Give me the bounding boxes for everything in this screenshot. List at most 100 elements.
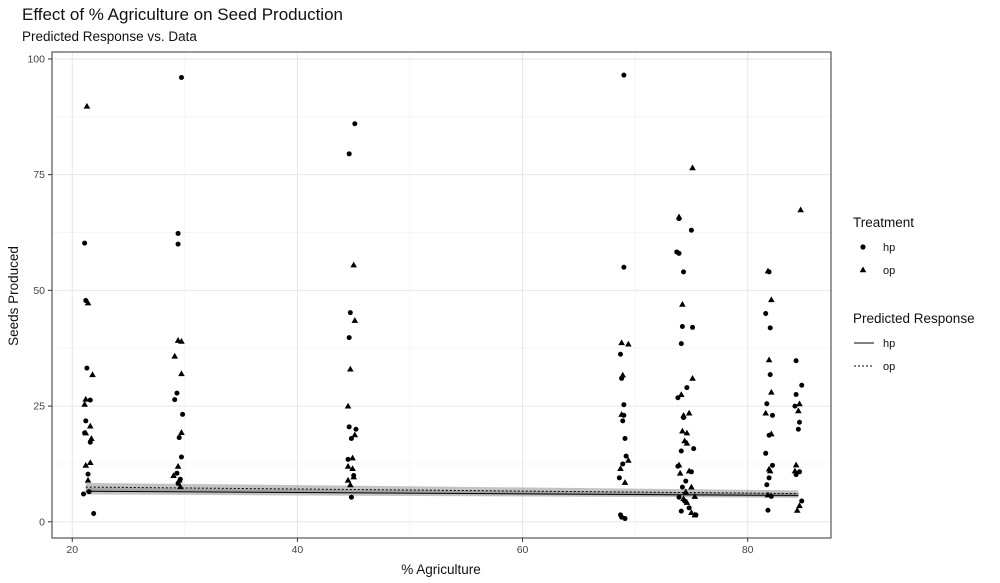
data-point-op bbox=[347, 481, 354, 488]
axes: 20 40 60 80 0 25 50 75 100 bbox=[27, 51, 832, 556]
data-point-op bbox=[350, 261, 357, 268]
data-point-hp bbox=[91, 510, 97, 516]
data-point-hp bbox=[676, 250, 682, 256]
data-point-hp bbox=[796, 419, 802, 425]
data-point-op bbox=[688, 483, 695, 490]
data-point-hp bbox=[684, 385, 690, 391]
x-tick-label: 80 bbox=[742, 544, 754, 556]
data-point-op bbox=[349, 465, 356, 472]
data-point-op bbox=[683, 499, 691, 505]
data-point-hp bbox=[683, 478, 689, 484]
data-point-hp bbox=[620, 461, 626, 467]
data-point-hp bbox=[764, 482, 770, 488]
data-point-hp bbox=[690, 324, 696, 330]
data-point-op bbox=[691, 493, 699, 499]
data-point-op bbox=[679, 300, 686, 307]
y-tick-label: 0 bbox=[39, 516, 45, 528]
data-point-hp bbox=[175, 230, 181, 236]
data-point-hp bbox=[616, 475, 622, 481]
legend-key-hp-circle bbox=[860, 244, 866, 250]
data-point-hp bbox=[81, 491, 87, 497]
data-point-op bbox=[792, 461, 800, 468]
panel-background bbox=[52, 52, 831, 538]
data-point-hp bbox=[86, 489, 92, 495]
data-point-hp bbox=[767, 372, 773, 378]
data-point-hp bbox=[83, 418, 89, 424]
data-point-hp bbox=[767, 325, 773, 331]
data-point-op bbox=[81, 400, 88, 407]
data-point-hp bbox=[799, 382, 805, 388]
data-point-hp bbox=[768, 493, 774, 499]
data-point-op bbox=[82, 395, 90, 402]
legend-key-op-triangle bbox=[859, 266, 867, 273]
chart-subtitle: Predicted Response vs. Data bbox=[22, 29, 197, 44]
data-point-op bbox=[685, 467, 693, 474]
data-point-hp bbox=[617, 351, 623, 357]
data-point-op bbox=[675, 213, 683, 220]
data-point-op bbox=[344, 476, 352, 483]
data-point-hp bbox=[623, 453, 629, 459]
data-point-op bbox=[617, 465, 624, 472]
data-point-op bbox=[618, 411, 625, 417]
data-point-op bbox=[680, 495, 687, 502]
data-point-op bbox=[766, 467, 774, 474]
data-point-op bbox=[676, 469, 684, 476]
data-point-hp bbox=[792, 403, 798, 409]
data-point-op bbox=[619, 371, 627, 378]
data-point-hp bbox=[174, 470, 180, 476]
predicted-line-hp bbox=[85, 490, 799, 496]
data-point-op bbox=[84, 476, 92, 483]
data-point-hp bbox=[679, 484, 685, 490]
data-point-hp bbox=[621, 264, 627, 270]
data-point-op bbox=[88, 435, 95, 441]
data-point-hp bbox=[345, 456, 351, 462]
y-tick-label: 75 bbox=[33, 169, 45, 181]
data-point-op bbox=[689, 164, 696, 171]
data-point-hp bbox=[175, 241, 181, 247]
data-point-hp bbox=[176, 435, 182, 441]
data-point-hp bbox=[347, 310, 353, 316]
data-point-op bbox=[796, 400, 803, 407]
data-point-op bbox=[795, 407, 802, 414]
data-point-op bbox=[178, 370, 185, 377]
data-point-hp bbox=[178, 454, 184, 460]
data-point-op bbox=[177, 483, 184, 490]
legend-label-hp: hp bbox=[883, 242, 895, 254]
data-point-op bbox=[682, 488, 690, 495]
data-point-hp bbox=[87, 397, 93, 403]
data-point-hp bbox=[766, 475, 772, 481]
panel-border bbox=[51, 51, 832, 539]
data-point-hp bbox=[174, 390, 180, 396]
legend-label-op: op bbox=[883, 265, 895, 277]
data-point-hp bbox=[172, 397, 178, 403]
data-point-op bbox=[83, 102, 91, 109]
data-point-hp bbox=[793, 392, 799, 398]
data-point-hp bbox=[769, 412, 775, 418]
data-point-op bbox=[344, 462, 352, 469]
data-point-hp bbox=[84, 365, 90, 371]
data-point-hp bbox=[621, 402, 627, 408]
data-point-hp bbox=[85, 471, 91, 477]
data-point-op bbox=[688, 509, 695, 516]
data-point-op bbox=[89, 371, 96, 378]
data-point-op bbox=[796, 502, 803, 509]
data-point-hp bbox=[622, 516, 628, 522]
data-point-hp bbox=[180, 411, 186, 417]
data-point-hp bbox=[691, 446, 697, 452]
chart-title: Effect of % Agriculture on Seed Producti… bbox=[22, 5, 343, 24]
legend: Treatment hp op Predicted Response hp op bbox=[853, 215, 975, 373]
data-point-op bbox=[675, 461, 683, 468]
data-point-hp bbox=[678, 448, 684, 454]
data-point-hp bbox=[765, 507, 771, 513]
x-tick-label: 40 bbox=[292, 544, 304, 556]
y-axis-label: Seeds Produced bbox=[6, 246, 21, 346]
data-point-op bbox=[170, 472, 177, 478]
x-axis-label: % Agriculture bbox=[401, 562, 481, 577]
data-point-op bbox=[768, 430, 775, 437]
data-point-hp bbox=[676, 494, 682, 500]
plot-panel bbox=[52, 52, 831, 538]
data-point-op bbox=[793, 506, 801, 513]
data-point-hp bbox=[82, 240, 88, 246]
data-point-hp bbox=[348, 494, 354, 500]
